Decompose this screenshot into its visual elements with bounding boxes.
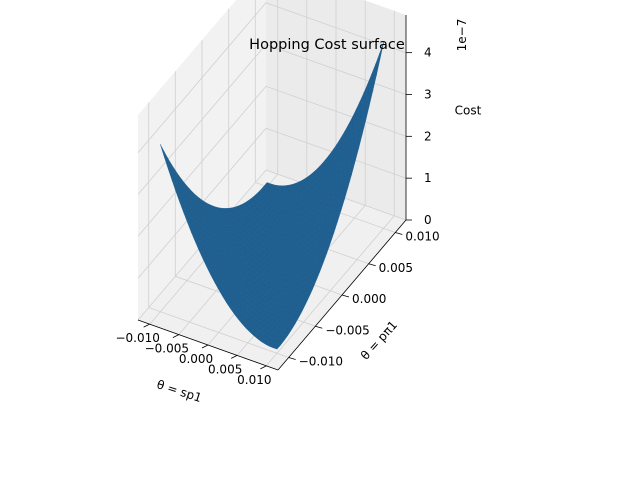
x-tick-mark [201, 344, 209, 349]
z-tick-label: 2 [424, 129, 432, 143]
surface-mesh [160, 42, 384, 350]
z-tick-label: 1 [424, 171, 432, 185]
y-tick-label: 0.010 [405, 230, 439, 244]
x-tick-label: 0.010 [237, 373, 271, 387]
x-axis-label: θ = sp1 [155, 377, 204, 405]
y-tick-label: 0.005 [379, 261, 413, 275]
y-tick-mark [368, 263, 376, 267]
y-tick-label: 0.000 [352, 292, 386, 306]
y-tick-label: −0.005 [325, 323, 369, 337]
z-axis-offset-text: 1e−7 [455, 19, 469, 52]
surface-facet [263, 182, 272, 189]
y-tick-mark [395, 232, 403, 235]
x-tick-label: −0.010 [115, 331, 159, 345]
x-tick-mark [260, 365, 267, 370]
z-tick-label: 4 [424, 46, 432, 60]
y-tick-label: −0.010 [299, 355, 343, 369]
x-tick-mark [172, 334, 180, 338]
y-tick-mark [288, 357, 296, 360]
x-tick-label: 0.000 [179, 352, 213, 366]
chart-title: Hopping Cost surface [249, 37, 405, 53]
x-tick-mark [230, 355, 238, 359]
tick-labels: −0.010−0.0050.0000.0050.010−0.010−0.0050… [115, 46, 439, 387]
z-gridline [137, 169, 407, 321]
z-tick-label: 3 [424, 87, 432, 101]
y-tick-mark [341, 294, 350, 298]
x-tick-label: −0.005 [145, 342, 189, 356]
z-gridline [137, 127, 407, 279]
z-gridline [137, 44, 407, 195]
z-gridline [137, 2, 407, 153]
x-tick-label: 0.005 [208, 362, 242, 376]
z-axis-label: Cost [455, 104, 482, 118]
y-tick-mark [315, 325, 323, 329]
z-tick-label: 0 [424, 213, 432, 227]
x-tick-mark [143, 323, 150, 328]
